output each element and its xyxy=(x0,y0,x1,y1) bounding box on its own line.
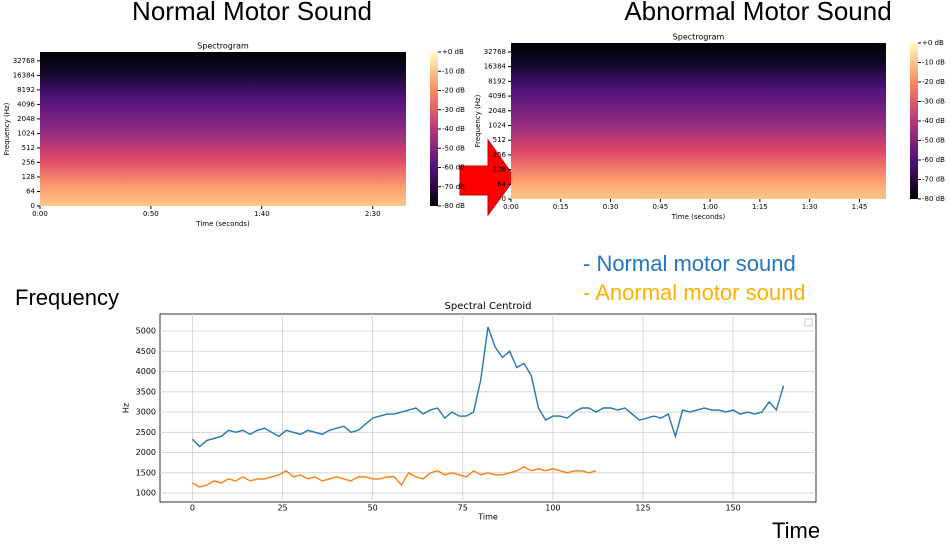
line-series xyxy=(191,326,785,448)
y-tick-label: 2048 xyxy=(488,107,506,115)
x-tick-label: 25 xyxy=(277,504,287,513)
x-tick-label: 0:00 xyxy=(32,210,48,218)
y-tick-label: 16384 xyxy=(13,71,36,79)
y-axis-label: Hz xyxy=(122,403,131,413)
y-tick-label: 128 xyxy=(22,173,35,181)
chart-title: Spectral Centroid xyxy=(445,301,532,312)
y-tick-label: 0 xyxy=(31,202,35,210)
y-tick-label: 1024 xyxy=(17,129,35,137)
colorbar-tick-label: -80 dB xyxy=(922,195,945,203)
y-tick-label: 16384 xyxy=(484,63,507,71)
x-tick-label: 100 xyxy=(545,504,560,513)
x-tick-label: 0:30 xyxy=(603,203,619,211)
y-axis-label: Frequency (Hz) xyxy=(474,94,482,147)
legend-box xyxy=(804,318,813,327)
y-tick-label: 2000 xyxy=(136,448,156,457)
y-tick-label: 4096 xyxy=(488,92,506,100)
colorbar-tick-label: -50 dB xyxy=(442,144,465,152)
colorbar-tick-label: -40 dB xyxy=(442,125,465,133)
line-series xyxy=(192,465,597,488)
x-tick-label: 0:45 xyxy=(652,203,668,211)
colorbar xyxy=(910,43,918,199)
y-tick-label: 4096 xyxy=(17,100,35,108)
y-tick-label: 128 xyxy=(493,166,506,174)
x-tick-label: 2:30 xyxy=(365,210,381,218)
y-tick-label: 1500 xyxy=(136,468,156,477)
colorbar-tick-label: -20 dB xyxy=(442,87,465,95)
x-tick-label: 1:30 xyxy=(802,203,818,211)
x-tick-label: 0:00 xyxy=(503,203,519,211)
y-tick-label: 8192 xyxy=(17,86,35,94)
y-tick-label: 4000 xyxy=(136,367,156,376)
arrow xyxy=(459,138,516,217)
y-tick-label: 8192 xyxy=(488,77,506,85)
y-tick-label: 64 xyxy=(497,180,506,188)
slide-title: Abnormal Motor Sound xyxy=(624,0,891,26)
y-tick-label: 1024 xyxy=(488,121,506,129)
y-tick-label: 64 xyxy=(26,187,35,195)
x-axis-label: Time (seconds) xyxy=(195,220,250,228)
colorbar xyxy=(430,52,438,206)
x-tick-label: 1:15 xyxy=(752,203,768,211)
spectrogram-image xyxy=(40,52,406,206)
y-tick-label: 3500 xyxy=(136,387,156,396)
plot-area xyxy=(159,313,817,503)
colorbar-tick-label: -10 dB xyxy=(442,67,465,75)
y-tick-label: 5000 xyxy=(136,327,156,336)
y-tick-label: 2048 xyxy=(17,115,35,123)
colorbar-tick-label: -30 dB xyxy=(442,106,465,114)
colorbar-tick-label: -70 dB xyxy=(442,183,465,191)
y-tick-label: 32768 xyxy=(13,57,35,65)
x-tick-label: 75 xyxy=(458,504,468,513)
colorbar-tick-label: -40 dB xyxy=(922,117,945,125)
chart-title: Spectrogram xyxy=(673,33,725,42)
y-tick-label: 3000 xyxy=(136,408,156,417)
x-tick-label: 1:45 xyxy=(852,203,868,211)
x-tick-label: 1:40 xyxy=(254,210,270,218)
y-tick-label: 256 xyxy=(22,158,36,166)
x-tick-label: 125 xyxy=(635,504,650,513)
colorbar-tick-label: +0 dB xyxy=(442,48,464,56)
x-axis-label: Time xyxy=(477,513,498,522)
y-tick-label: 2500 xyxy=(136,428,156,437)
bottom-label: Time xyxy=(772,518,820,541)
x-tick-label: 0:15 xyxy=(553,203,569,211)
spectrogram-image xyxy=(511,43,886,199)
y-tick-label: 4500 xyxy=(136,347,156,356)
x-tick-label: 50 xyxy=(368,504,378,513)
colorbar-tick-label: -20 dB xyxy=(922,78,945,86)
colorbar-tick-label: -80 dB xyxy=(442,202,465,210)
y-tick-label: 256 xyxy=(493,151,507,159)
colorbar-tick-label: -10 dB xyxy=(922,59,945,67)
colorbar-tick-label: -60 dB xyxy=(922,156,945,164)
colorbar-tick-label: -50 dB xyxy=(922,137,945,145)
x-tick-label: 1:00 xyxy=(702,203,718,211)
x-axis-label: Time (seconds) xyxy=(671,213,726,221)
colorbar-tick-label: +0 dB xyxy=(922,39,944,47)
slide-title: Normal Motor Sound xyxy=(132,0,372,26)
colorbar-tick-label: -60 dB xyxy=(442,164,465,172)
side-label: Frequency xyxy=(15,285,119,310)
y-tick-label: 512 xyxy=(22,144,35,152)
colorbar-tick-label: -30 dB xyxy=(922,98,945,106)
y-tick-label: 32768 xyxy=(484,48,506,56)
y-tick-label: 0 xyxy=(502,195,506,203)
chart-title: Spectrogram xyxy=(197,42,249,51)
note: - Anormal motor sound xyxy=(583,280,806,305)
y-tick-label: 512 xyxy=(493,136,506,144)
colorbar-tick-label: -70 dB xyxy=(922,176,945,184)
x-tick-label: 0:50 xyxy=(143,210,159,218)
y-tick-label: 1000 xyxy=(136,489,156,498)
x-tick-label: 0 xyxy=(190,504,195,513)
y-axis-label: Frequency (Hz) xyxy=(3,102,11,155)
note: - Normal motor sound xyxy=(583,251,796,276)
x-tick-label: 150 xyxy=(725,504,740,513)
